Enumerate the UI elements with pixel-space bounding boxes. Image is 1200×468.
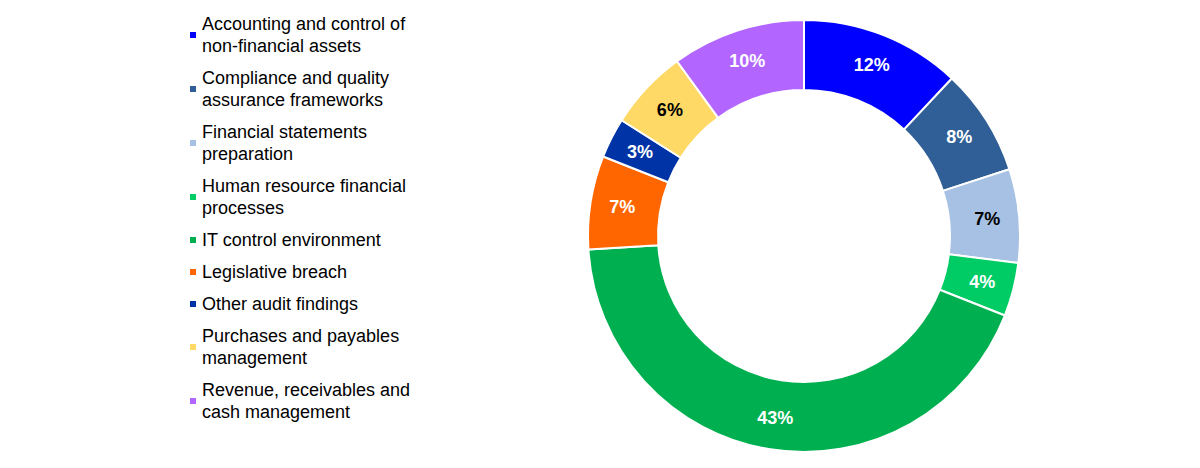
svg-text:Financial statements: Financial statements [202,122,372,142]
svg-text:management: management [202,348,307,368]
svg-text:10%: 10% [729,51,765,71]
svg-text:Human resource financial: Human resource financial [202,176,411,196]
svg-text:Compliance and quality: Compliance and quality [202,68,394,88]
svg-text:non-financial assets: non-financial assets [202,36,361,56]
svg-text:8%: 8% [946,127,972,147]
svg-text:processes: processes [202,198,284,218]
svg-text:4%: 4% [969,272,995,292]
svg-text:3%: 3% [627,142,653,162]
svg-text:7%: 7% [609,197,635,217]
svg-text:12%: 12% [854,55,890,75]
svg-text:Legislative breach: Legislative breach [202,262,347,282]
svg-text:IT control environment: IT control environment [202,230,381,250]
svg-text:cash management: cash management [202,402,350,422]
svg-text:43%: 43% [757,408,793,428]
svg-text:preparation: preparation [202,144,293,164]
svg-text:Accounting and control of: Accounting and control of [202,14,410,34]
svg-text:7%: 7% [974,209,1000,229]
svg-text:assurance frameworks: assurance frameworks [202,90,383,110]
svg-text:Revenue, receivables and: Revenue, receivables and [202,380,415,400]
svg-text:Purchases and payables: Purchases and payables [202,326,404,346]
svg-text:6%: 6% [657,100,683,120]
svg-text:Other audit findings: Other audit findings [202,294,358,314]
